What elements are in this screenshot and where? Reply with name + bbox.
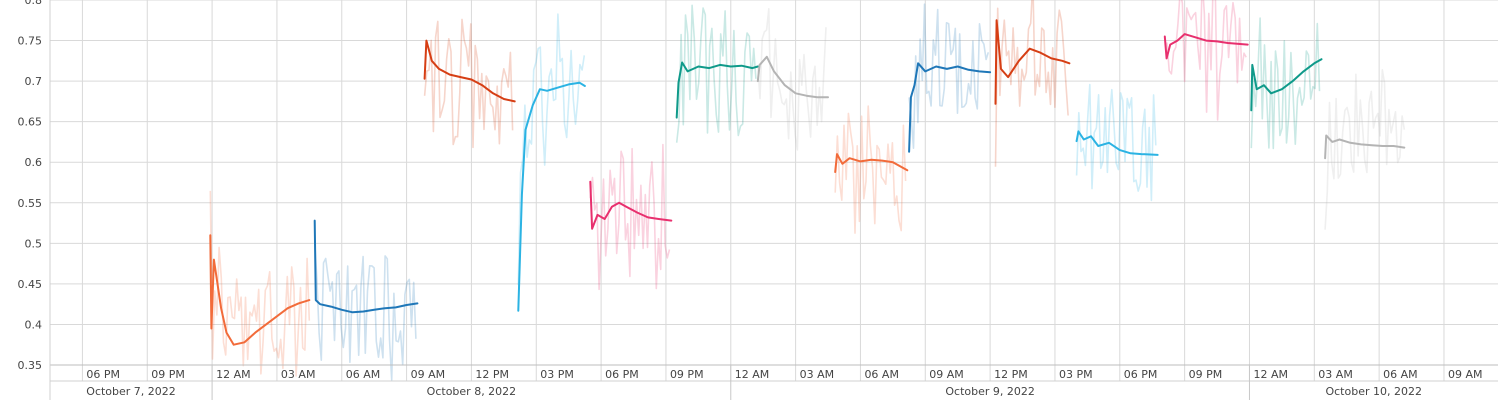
series-line-4 (517, 81, 586, 312)
y-tick-label: 0.75 (18, 35, 43, 48)
x-tick-label: 09 PM (151, 368, 185, 381)
x-tick-label: 09 AM (929, 368, 964, 381)
axes: 0.35 0.4 0.45 0.5 0.55 0.6 0.65 0.7 0.75 0.8 06 PM… (18, 0, 1498, 400)
x-tick-label: 03 PM (1059, 368, 1093, 381)
x-tick-label: 03 AM (281, 368, 316, 381)
x-tick-label: 06 AM (864, 368, 899, 381)
raw-series-noise (209, 0, 1406, 381)
x-tick-label: 06 PM (1124, 368, 1158, 381)
x-tick-label: 12 PM (475, 368, 509, 381)
x-tick-label: 12 AM (1253, 368, 1288, 381)
series-line-1 (209, 234, 311, 346)
series-line-3 (423, 39, 516, 103)
series-line-8 (834, 153, 909, 173)
y-tick-label: 0.65 (18, 116, 43, 129)
series-noise-7 (757, 8, 827, 151)
series-noise-5 (589, 143, 671, 291)
series-line-12 (1163, 33, 1249, 60)
y-tick-label: 0.6 (25, 156, 43, 169)
series-line-5 (589, 180, 673, 230)
series-line-13 (1250, 58, 1323, 112)
date-band-label: October 8, 2022 (427, 385, 517, 398)
y-tick-label: 0.35 (18, 359, 43, 372)
y-tick-label: 0.45 (18, 278, 43, 291)
x-tick-label: 09 AM (411, 368, 446, 381)
x-tick-label: 03 PM (540, 368, 574, 381)
x-tick-label: 06 AM (346, 368, 381, 381)
date-band-label: October 9, 2022 (945, 385, 1035, 398)
series-noise-4 (517, 13, 586, 286)
series-noise-12 (1164, 0, 1247, 121)
y-tick-label: 0.55 (18, 197, 43, 210)
series-line-10 (994, 19, 1071, 105)
y-tick-label: 0.7 (25, 75, 43, 88)
x-tick-label: 12 PM (994, 368, 1028, 381)
x-tick-label: 09 AM (1448, 368, 1483, 381)
series-noise-9 (908, 3, 990, 149)
smoothed-series-lines (209, 19, 1406, 346)
series-noise-3 (423, 18, 514, 149)
y-tick-label: 0.4 (25, 318, 43, 331)
grid-lines (50, 0, 1498, 381)
series-noise-1 (209, 190, 311, 377)
series-line-7 (756, 55, 829, 99)
series-noise-11 (1075, 83, 1157, 202)
y-tick-label: 0.5 (25, 237, 43, 250)
series-line-11 (1075, 130, 1159, 156)
date-band-label: October 10, 2022 (1325, 385, 1422, 398)
series-noise-13 (1250, 17, 1321, 150)
date-band-label: October 7, 2022 (86, 385, 176, 398)
x-tick-label: 06 AM (1383, 368, 1418, 381)
x-tick-label: 06 PM (86, 368, 120, 381)
x-tick-label: 09 PM (1189, 368, 1223, 381)
series-line-14 (1324, 134, 1406, 160)
series-line-2 (313, 219, 419, 314)
series-noise-8 (834, 105, 907, 234)
x-tick-label: 03 AM (1318, 368, 1353, 381)
x-tick-label: 03 AM (800, 368, 835, 381)
y-tick-label: 0.8 (25, 0, 43, 7)
series-noise-6 (675, 4, 757, 143)
x-tick-label: 06 PM (605, 368, 639, 381)
series-line-6 (675, 61, 759, 119)
series-noise-14 (1324, 69, 1406, 230)
series-noise-10 (994, 0, 1069, 167)
series-noise-2 (313, 241, 417, 381)
x-tick-label: 12 AM (216, 368, 251, 381)
series-line-9 (908, 62, 992, 153)
x-tick-label: 12 AM (735, 368, 770, 381)
x-tick-label: 09 PM (670, 368, 704, 381)
